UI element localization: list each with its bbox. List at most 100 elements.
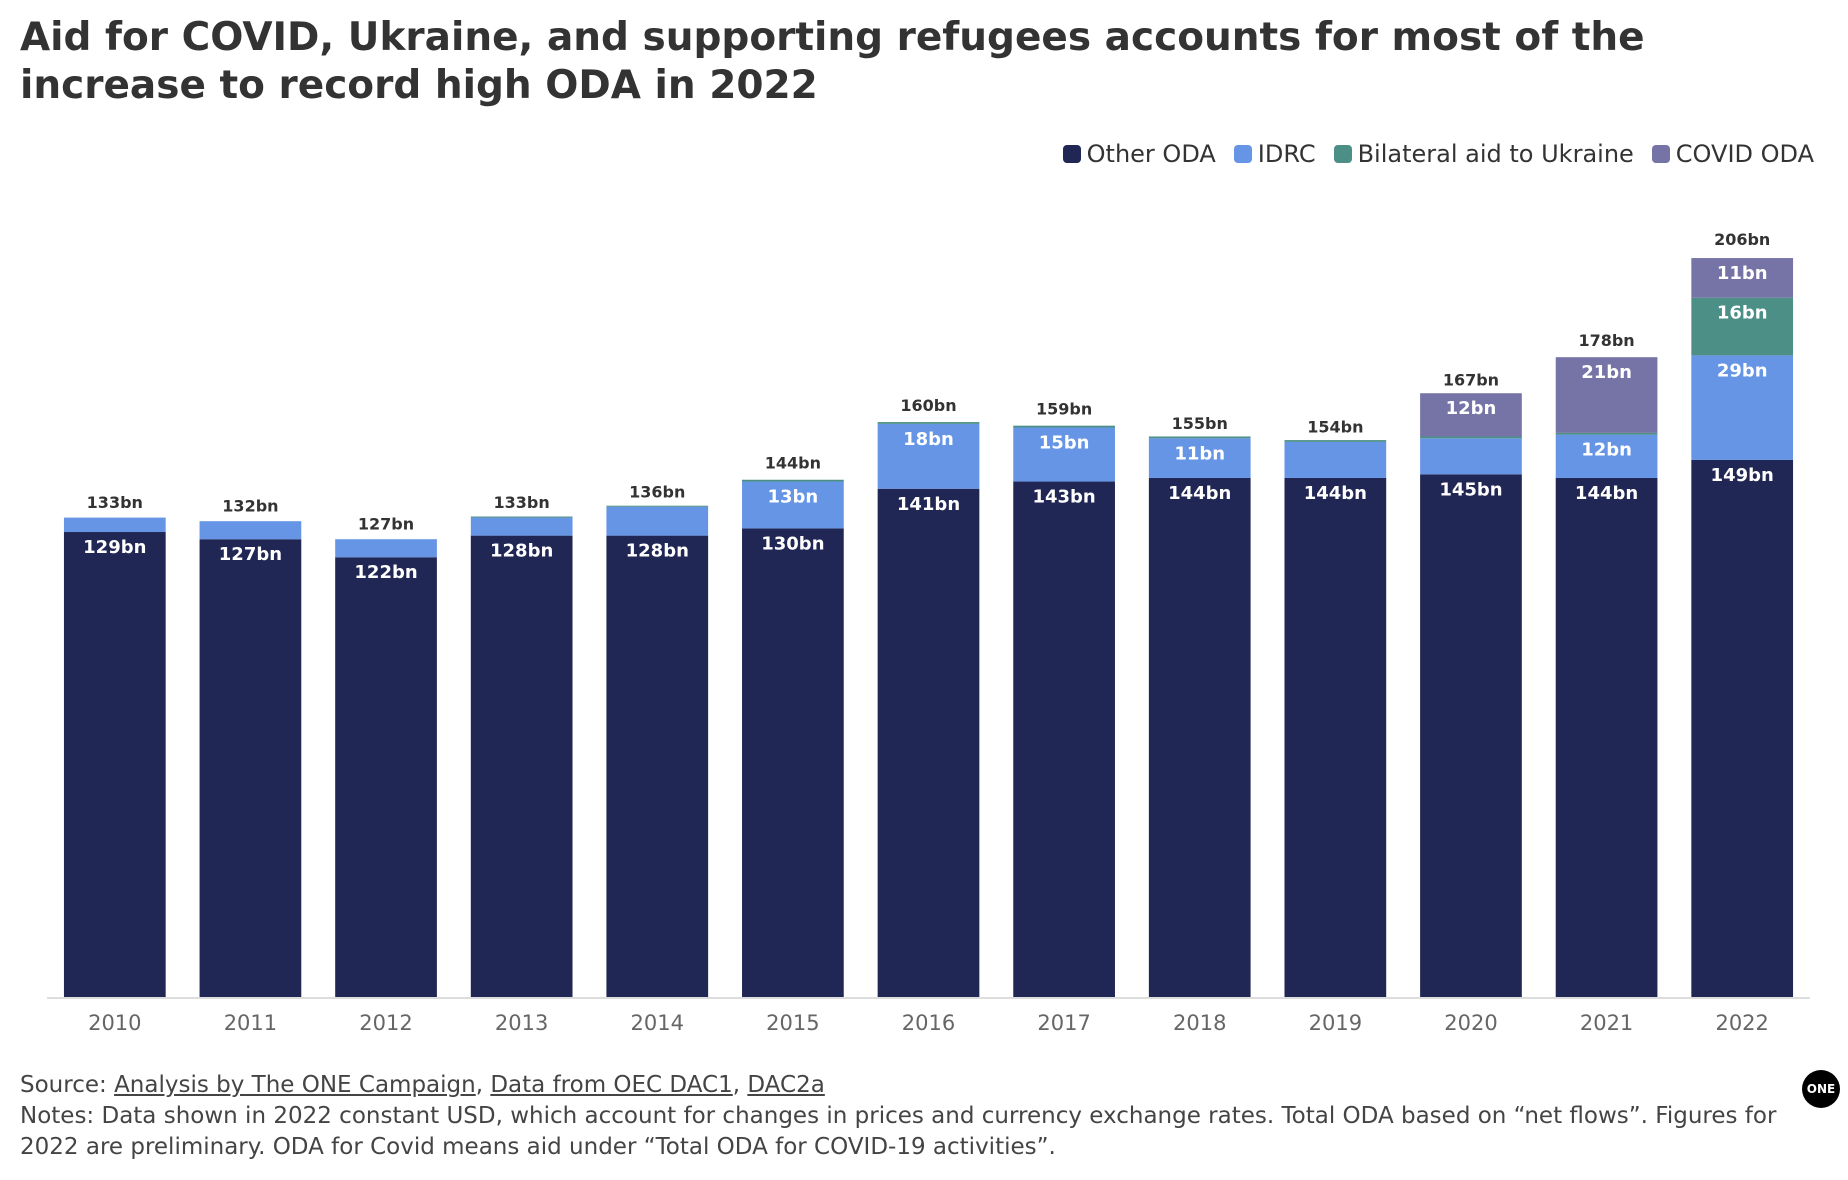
legend-label: Bilateral aid to Ukraine: [1357, 140, 1634, 168]
bar-segment: [470, 516, 573, 518]
data-label: 145bn: [1439, 479, 1502, 500]
bar-segment: [877, 488, 980, 997]
data-label: 143bn: [1032, 487, 1095, 508]
x-tick-label: 2011: [224, 1011, 277, 1035]
data-label: 149bn: [1711, 465, 1774, 486]
data-label: 18bn: [903, 429, 954, 450]
bar-segment: [1420, 436, 1522, 439]
bar-segment: [606, 505, 709, 507]
x-tick-label: 2021: [1580, 1011, 1633, 1035]
bar-segment: [1284, 477, 1387, 998]
data-label: 11bn: [1174, 443, 1225, 464]
legend-label: Other ODA: [1086, 140, 1216, 168]
bar-segment: [199, 539, 302, 997]
bar-segment: [606, 535, 709, 997]
total-label: 167bn: [1443, 371, 1499, 390]
total-label: 127bn: [358, 515, 414, 534]
legend-item: IDRC: [1233, 140, 1316, 168]
data-label: 129bn: [83, 537, 146, 558]
data-label: 128bn: [490, 541, 553, 562]
source-separator: ,: [475, 1072, 491, 1098]
data-label: 29bn: [1717, 360, 1768, 381]
legend-swatch: [1651, 145, 1670, 163]
bar-segment: [1284, 440, 1387, 442]
total-label: 160bn: [900, 396, 956, 415]
bar-segment: [1284, 441, 1387, 478]
x-tick-label: 2017: [1037, 1011, 1090, 1035]
total-label: 159bn: [1036, 399, 1092, 418]
total-label: 132bn: [222, 497, 278, 516]
bar-segment: [1013, 427, 1115, 482]
source-link[interactable]: Analysis by The ONE Campaign: [114, 1072, 476, 1098]
data-label: 141bn: [897, 494, 960, 515]
bar-segment: [1691, 459, 1794, 997]
bar-segment: [335, 539, 437, 558]
bar-segment: [1148, 438, 1251, 478]
legend-label: COVID ODA: [1675, 140, 1814, 168]
data-label: 15bn: [1039, 432, 1090, 453]
bar-segment: [63, 532, 166, 997]
bar-segment: [1555, 357, 1658, 433]
legend: Other ODA IDRC Bilateral aid to Ukraine COV…: [1062, 140, 1814, 168]
bar-segment: [199, 521, 302, 540]
source-line: Source: Analysis by The ONE Campaign, Da…: [20, 1070, 1795, 1101]
legend-swatch: [1062, 145, 1081, 163]
data-label: 144bn: [1168, 483, 1231, 504]
notes: Notes: Data shown in 2022 constant USD, …: [20, 1103, 1777, 1160]
total-label: 136bn: [629, 482, 685, 501]
legend-item: Bilateral aid to Ukraine: [1333, 140, 1634, 168]
source-link[interactable]: DAC2a: [747, 1072, 825, 1098]
bar-segment: [606, 506, 709, 536]
bar-segment: [1555, 432, 1658, 435]
source-separator: ,: [732, 1072, 748, 1098]
bar-segment: [742, 481, 844, 529]
legend-label: IDRC: [1257, 140, 1316, 168]
bar-segment: [877, 422, 980, 424]
x-tick-label: 2019: [1309, 1011, 1362, 1035]
x-tick-label: 2010: [88, 1011, 141, 1035]
data-label: 127bn: [219, 544, 282, 565]
data-label: 12bn: [1581, 440, 1632, 461]
bar-segment: [1148, 436, 1251, 439]
bar-segment: [1420, 393, 1522, 437]
data-label: 12bn: [1446, 398, 1497, 419]
bar-segment: [1420, 438, 1522, 475]
source-label: Source:: [20, 1072, 107, 1098]
data-label: 130bn: [761, 533, 824, 554]
legend-item: Other ODA: [1062, 140, 1216, 168]
source-link[interactable]: Data from OEC DAC1: [490, 1072, 733, 1098]
x-tick-label: 2016: [902, 1011, 955, 1035]
bar-segment: [1691, 297, 1794, 356]
bar-segment: [1013, 425, 1115, 428]
chart: 129bn 133bn 2010 127bn 132bn 2011 122bn 127bn 20…: [47, 230, 1810, 1035]
total-label: 178bn: [1578, 331, 1634, 350]
bar-segment: [470, 535, 573, 997]
x-tick-label: 2013: [495, 1011, 548, 1035]
data-label: 144bn: [1575, 483, 1638, 504]
x-tick-label: 2018: [1173, 1011, 1226, 1035]
x-tick-label: 2015: [766, 1011, 819, 1035]
total-label: 144bn: [765, 453, 821, 472]
bar-segment: [1691, 355, 1794, 460]
bar-segment: [1148, 477, 1251, 998]
bar-segment: [1013, 481, 1115, 997]
x-tick-label: 2022: [1715, 1011, 1768, 1035]
data-label: 144bn: [1304, 483, 1367, 504]
data-label: 128bn: [626, 541, 689, 562]
legend-swatch: [1333, 145, 1352, 163]
total-label: 154bn: [1307, 417, 1363, 436]
data-label: 21bn: [1581, 362, 1632, 383]
bar-segment: [877, 423, 980, 489]
bar-segment: [1555, 477, 1658, 998]
data-label: 16bn: [1717, 303, 1768, 324]
x-tick-label: 2020: [1444, 1011, 1497, 1035]
bar-segment: [742, 479, 844, 482]
bar-segment: [1691, 258, 1794, 298]
bar-segment: [63, 517, 166, 533]
bar-segment: [470, 517, 573, 536]
data-label: 11bn: [1717, 263, 1768, 284]
x-tick-label: 2014: [631, 1011, 684, 1035]
chart-title: Aid for COVID, Ukraine, and supporting r…: [20, 15, 1645, 108]
bar-segment: [742, 528, 844, 997]
